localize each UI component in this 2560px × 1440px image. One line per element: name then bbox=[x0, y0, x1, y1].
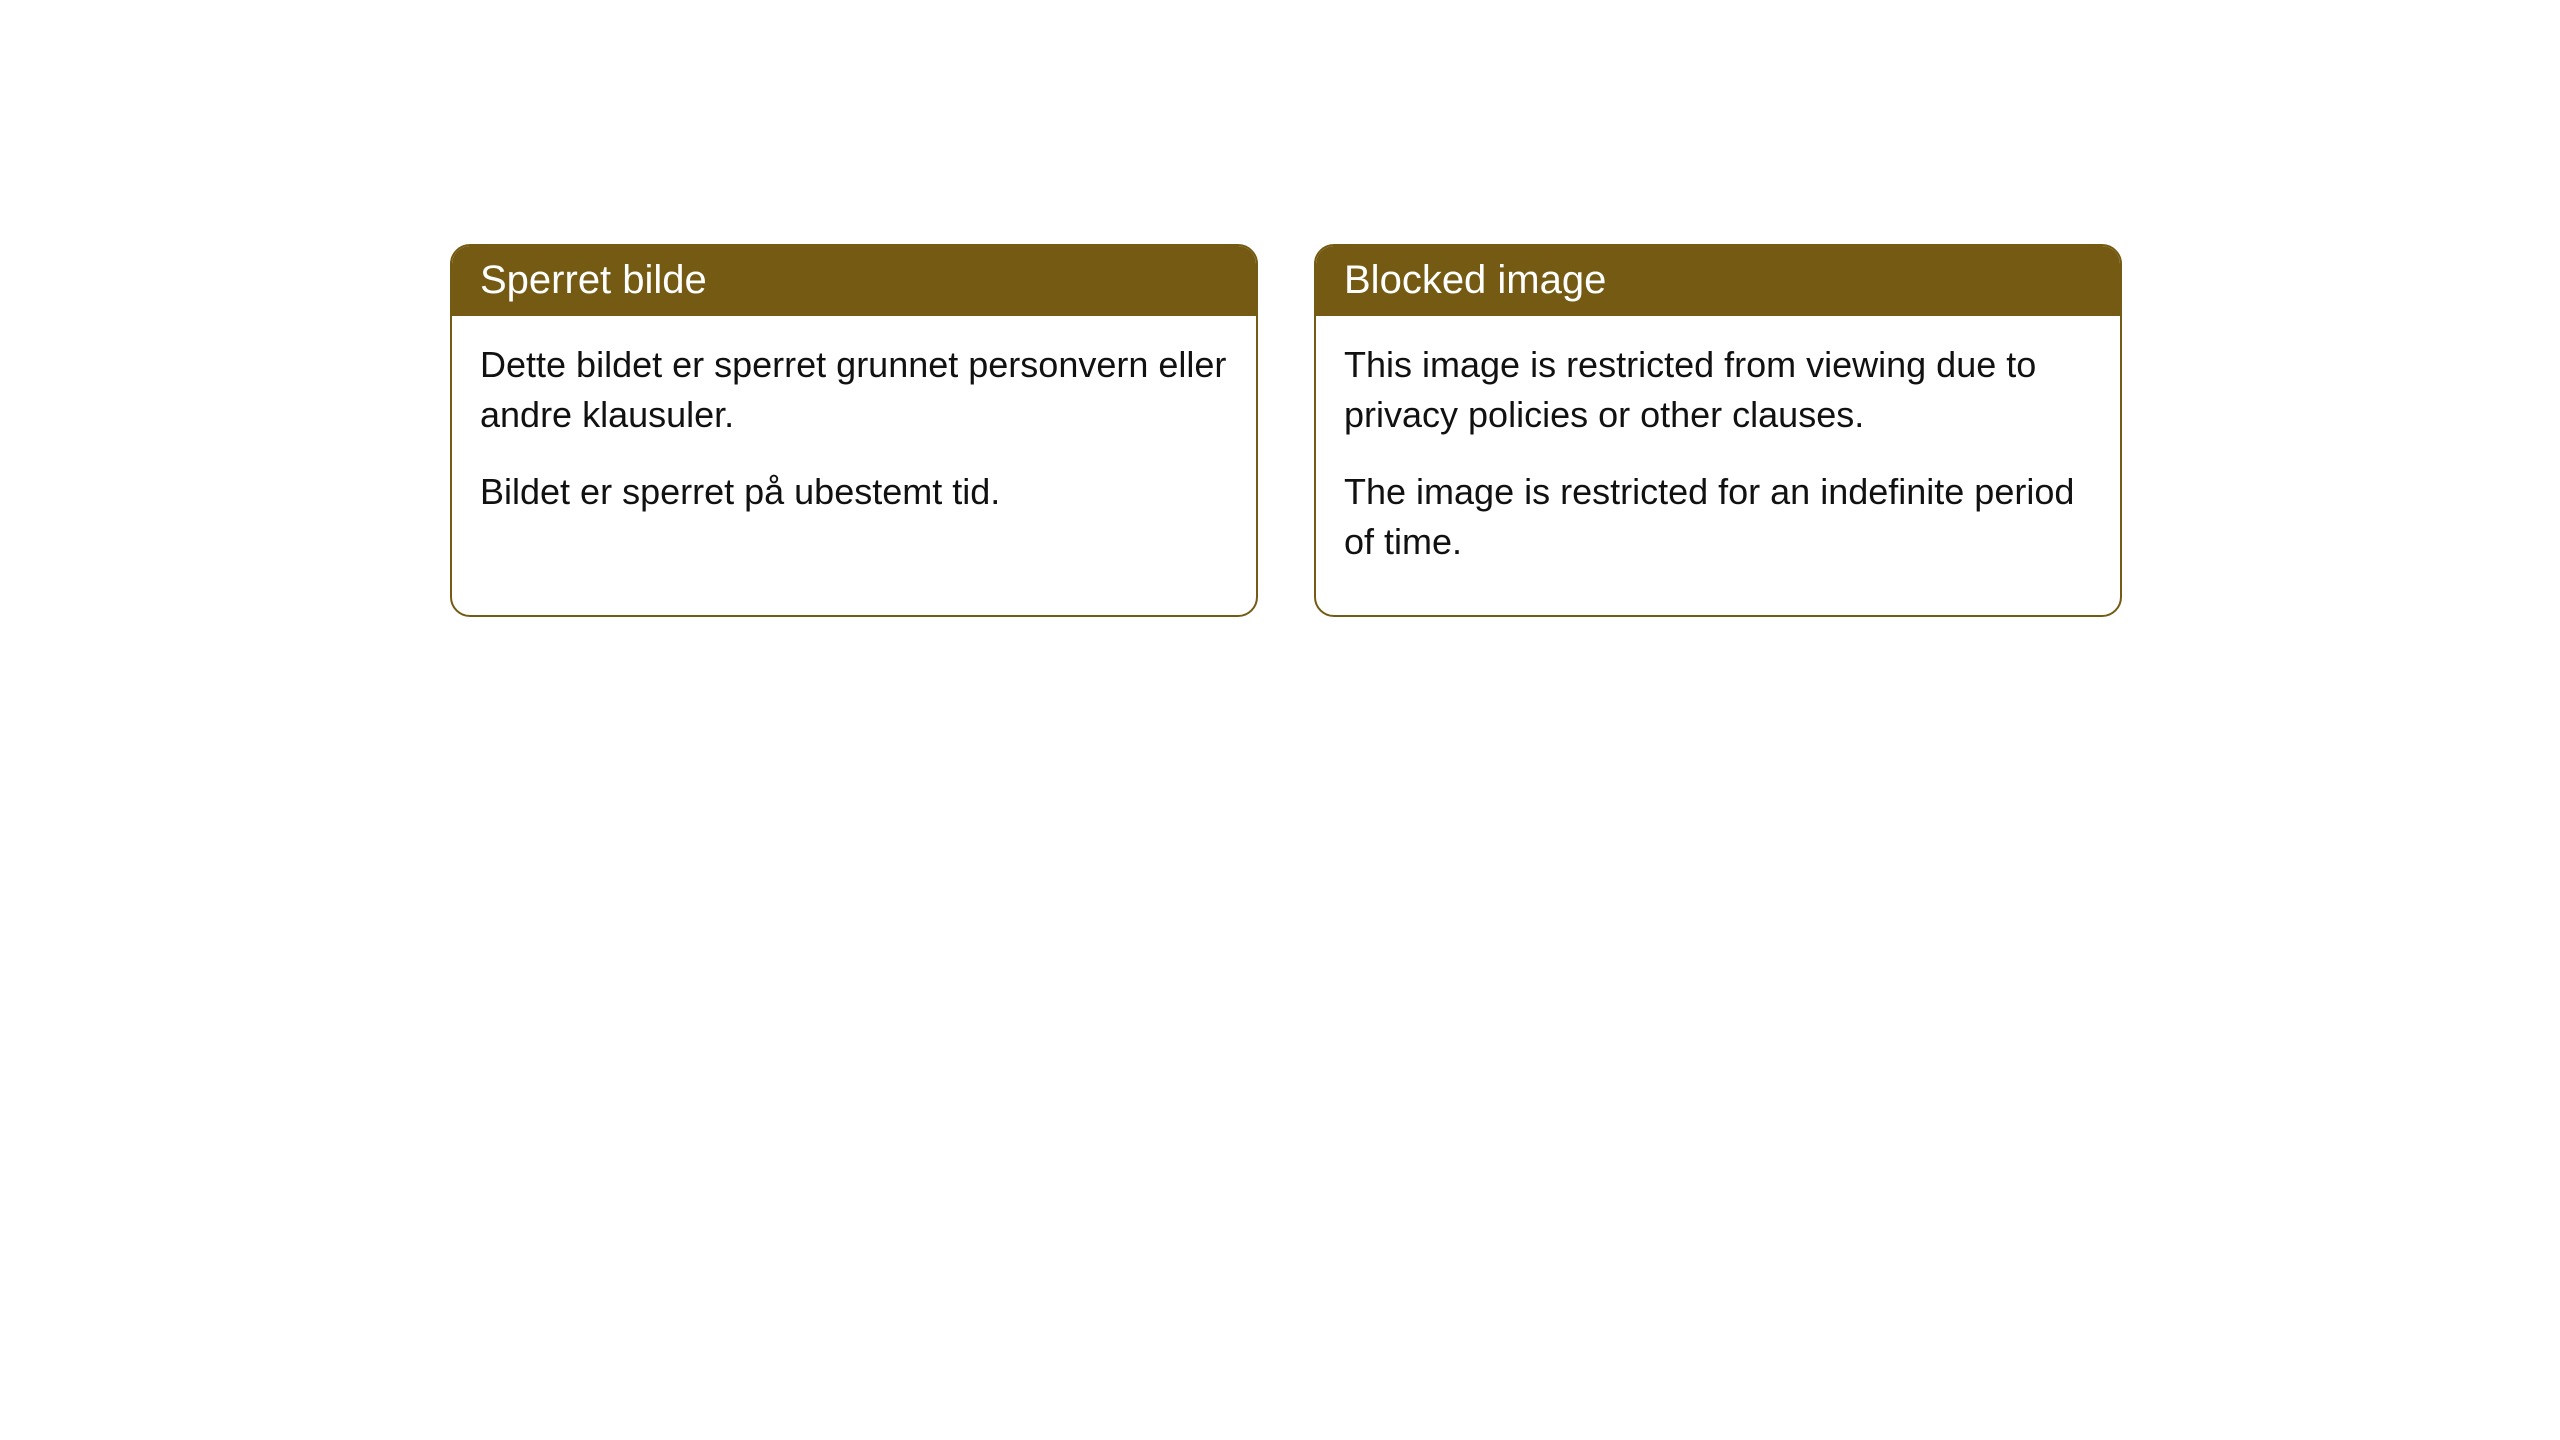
notice-card-no: Sperret bilde Dette bildet er sperret gr… bbox=[450, 244, 1258, 617]
card-body: Dette bildet er sperret grunnet personve… bbox=[452, 316, 1256, 565]
card-text-line: Dette bildet er sperret grunnet personve… bbox=[480, 340, 1228, 439]
card-title: Sperret bilde bbox=[480, 258, 707, 302]
card-header: Sperret bilde bbox=[452, 246, 1256, 316]
card-header: Blocked image bbox=[1316, 246, 2120, 316]
notice-container: Sperret bilde Dette bildet er sperret gr… bbox=[0, 0, 2560, 617]
card-title: Blocked image bbox=[1344, 258, 1606, 302]
card-text-line: Bildet er sperret på ubestemt tid. bbox=[480, 467, 1228, 517]
card-body: This image is restricted from viewing du… bbox=[1316, 316, 2120, 615]
notice-card-en: Blocked image This image is restricted f… bbox=[1314, 244, 2122, 617]
card-text-line: The image is restricted for an indefinit… bbox=[1344, 467, 2092, 566]
card-text-line: This image is restricted from viewing du… bbox=[1344, 340, 2092, 439]
